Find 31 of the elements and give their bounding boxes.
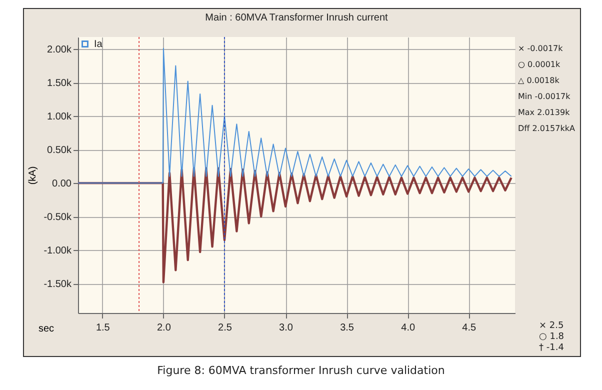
text: Min -0.0017k <box>518 91 572 103</box>
text: ○ 1.8 <box>539 332 564 343</box>
caption: Figure 8: 60MVA transformer Inrush curve validation <box>156 364 446 377</box>
text: Dff 2.0157kkA <box>518 123 575 135</box>
y-tick-label: 1.50k <box>47 78 72 90</box>
y-tick-label: 2.00k <box>47 44 72 56</box>
x-tick-label: 2.5 <box>218 322 232 334</box>
x-tick-label: 1.5 <box>96 322 110 334</box>
x-tick-label: 2.0 <box>156 322 172 334</box>
y-tick-label: 0.00 <box>52 178 72 190</box>
text: × 2.5 <box>539 321 564 332</box>
y-tick-label: -1.50k <box>44 279 72 290</box>
line-series <box>78 167 512 284</box>
x-tick-label: 4.5 <box>462 322 476 334</box>
x-axis-title: sec <box>38 324 54 334</box>
y-tick-label: -0.50k <box>44 212 72 224</box>
y-tick-label: 1.00k <box>47 112 72 123</box>
y-tick-label: -1.00k <box>44 246 72 257</box>
text: × -0.0017k <box>518 43 564 55</box>
x-tick-label: 4.0 <box>401 322 416 334</box>
text: ○ 0.0001k <box>518 59 562 71</box>
x-tick-label: 3.5 <box>340 322 354 334</box>
text: † -1.4 <box>539 343 564 354</box>
y-axis-title: (kA) <box>28 166 39 185</box>
legend-label: Ia <box>94 39 103 50</box>
y-tick-label: 0.50k <box>47 145 72 156</box>
chart-title: Main : 60MVA Transformer Inrush current <box>205 12 388 24</box>
text: △ 0.0018k <box>518 75 560 87</box>
text: Max 2.0139k <box>518 107 571 119</box>
x-tick-label: 3.0 <box>279 322 294 334</box>
line-series <box>78 48 512 184</box>
